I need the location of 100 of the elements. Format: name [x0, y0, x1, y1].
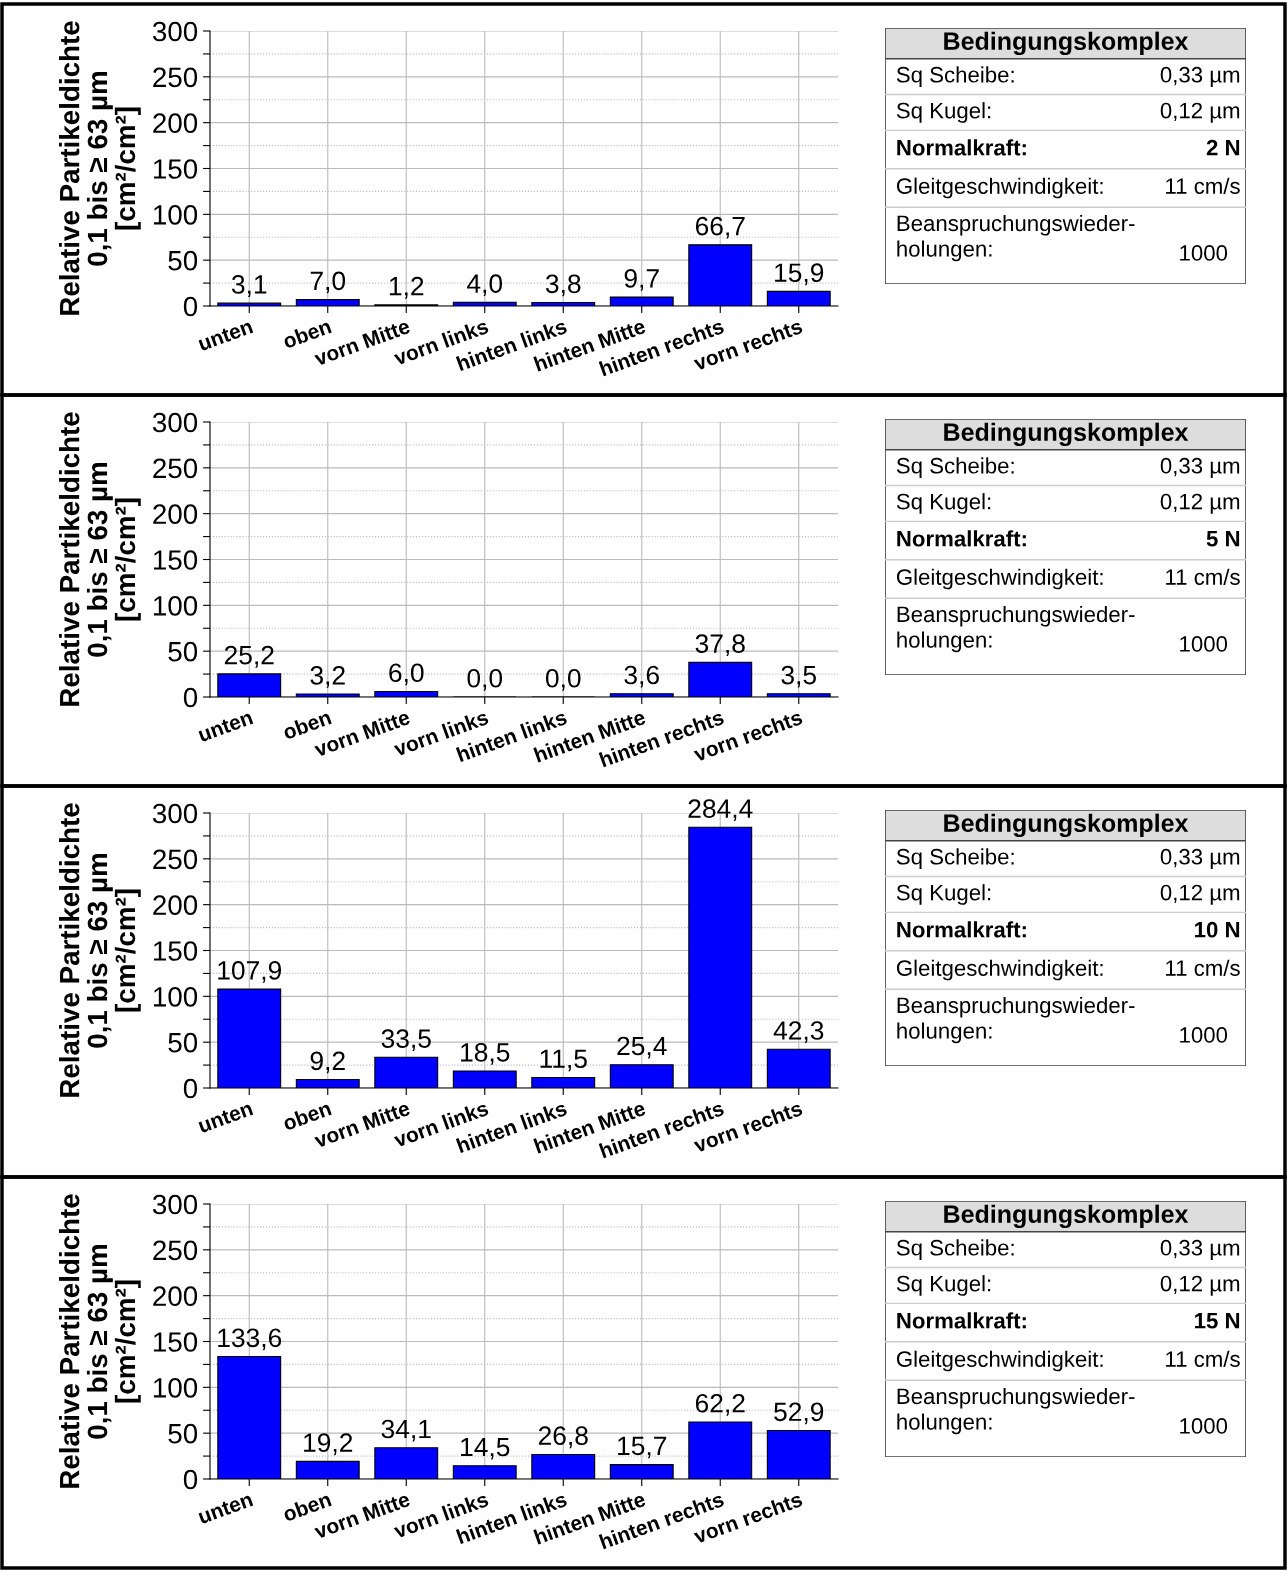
data-label: 4,0 [467, 274, 503, 297]
data-label: 0,0 [467, 668, 503, 691]
data-label: 66,7 [695, 216, 745, 239]
data-label: 52,9 [774, 1402, 824, 1425]
text: 11 cm/s [1166, 568, 1240, 585]
text: Gleitgeschwindigkeit: [896, 177, 1103, 199]
text: Sq Scheibe: [896, 66, 1014, 87]
data-label: 42,3 [773, 1021, 824, 1043]
data-label: 284,4 [688, 799, 753, 822]
y-tick-label: 100 [153, 987, 198, 1007]
data-label: 25,2 [224, 645, 274, 668]
data-label: 19,2 [304, 1433, 353, 1456]
text: 0,33 µm [1160, 848, 1240, 869]
text: 2 N [1206, 139, 1240, 156]
data-label: 18,5 [461, 1042, 510, 1065]
data-label: 3,8 [545, 274, 581, 297]
data-label: 0,0 [545, 668, 581, 691]
data-label: 62,2 [695, 1393, 745, 1416]
y-tick-label: 250 [153, 67, 198, 88]
text: Sq Scheibe: [896, 848, 1014, 869]
data-label: 34,1 [381, 1419, 431, 1442]
text: 0,12 µm [1160, 493, 1240, 514]
text: Sq Scheibe: [896, 1239, 1014, 1260]
text: Beanspruchungswieder- holungen: [897, 1387, 1135, 1435]
y-tick-label: 150 [153, 941, 198, 961]
y-tick-label: 150 [153, 550, 198, 570]
text: 15 N [1195, 1313, 1240, 1329]
text: Normalkraft: [897, 1312, 1026, 1329]
data-label: 3,5 [781, 665, 816, 688]
text: Bedingungskomplex [944, 422, 1189, 447]
y-tick-label: 250 [153, 849, 198, 870]
data-label: 33,5 [381, 1029, 431, 1052]
y-tick-label: 300 [152, 803, 198, 824]
data-label: 37,8 [695, 634, 745, 657]
y-axis-title: Relative Partikeldichte 0,1 bis ≥ 63 µm [cm²/cm²] [59, 21, 141, 315]
text: 1000 [1180, 1027, 1228, 1043]
y-tick-label: 250 [153, 458, 198, 479]
data-label: 133,6 [218, 1328, 282, 1351]
y-tick-label: 50 [168, 250, 198, 271]
text: Gleitgeschwindigkeit: [896, 959, 1103, 981]
y-tick-label: 200 [153, 504, 198, 525]
data-label: 3,1 [231, 275, 267, 297]
y-tick-label: 0 [183, 296, 198, 317]
y-tick-label: 100 [153, 205, 198, 225]
text: 0,12 µm [1160, 884, 1240, 905]
data-label: 107,9 [218, 961, 282, 983]
text: Beanspruchungswieder- holungen: [897, 214, 1135, 262]
text: Normalkraft: [897, 921, 1026, 938]
text: 0,33 µm [1160, 66, 1240, 87]
text: Normalkraft: [897, 139, 1026, 156]
text: Beanspruchungswieder- holungen: [897, 605, 1135, 653]
data-label: 26,8 [538, 1426, 588, 1449]
text: 0,12 µm [1160, 1275, 1240, 1296]
y-tick-label: 0 [183, 1078, 198, 1099]
text: Beanspruchungswieder- holungen: [897, 996, 1135, 1044]
text: 11 cm/s [1166, 959, 1240, 976]
text: Sq Scheibe: [896, 457, 1014, 478]
data-label: 9,2 [310, 1051, 345, 1074]
y-tick-label: 100 [153, 1378, 198, 1398]
x-tick-label: unten [197, 1492, 254, 1525]
text: Gleitgeschwindigkeit: [896, 568, 1103, 590]
y-tick-label: 150 [153, 159, 198, 179]
data-label: 6,0 [389, 663, 424, 686]
data-label: 1,2 [389, 276, 424, 299]
text: 11 cm/s [1166, 1350, 1240, 1367]
y-tick-label: 300 [152, 412, 198, 433]
y-tick-label: 200 [153, 113, 198, 134]
text: 0,33 µm [1160, 1239, 1240, 1260]
x-tick-label: unten [197, 319, 254, 352]
text: 1000 [1180, 245, 1228, 261]
data-label: 3,2 [310, 666, 345, 688]
text: Sq Kugel: [896, 1275, 991, 1296]
text: 0,33 µm [1160, 457, 1240, 478]
text: 5 N [1206, 531, 1240, 547]
text: 1000 [1180, 1418, 1228, 1434]
data-label: 15,7 [618, 1436, 667, 1459]
data-label: 15,9 [775, 263, 824, 286]
data-label: 3,6 [624, 665, 659, 688]
x-tick-label: unten [197, 710, 254, 743]
text: 0,12 µm [1160, 102, 1240, 123]
text: 11 cm/s [1166, 177, 1240, 194]
y-tick-label: 0 [183, 1469, 198, 1490]
y-axis-title: Relative Partikeldichte 0,1 bis ≥ 63 µm [cm²/cm²] [59, 1194, 141, 1488]
y-axis-title: Relative Partikeldichte 0,1 bis ≥ 63 µm [cm²/cm²] [59, 803, 141, 1097]
y-tick-label: 50 [168, 1032, 198, 1053]
text: Sq Kugel: [896, 102, 991, 123]
text: Bedingungskomplex [944, 813, 1189, 838]
y-tick-label: 50 [168, 1423, 198, 1444]
y-tick-label: 0 [183, 687, 198, 708]
text: Normalkraft: [897, 530, 1026, 547]
y-tick-label: 300 [152, 21, 198, 42]
y-tick-label: 150 [153, 1332, 198, 1352]
y-tick-label: 250 [153, 1240, 198, 1261]
text: Sq Kugel: [896, 884, 991, 905]
data-label: 11,5 [540, 1049, 587, 1072]
text: 10 N [1195, 921, 1240, 938]
data-label: 14,5 [461, 1437, 510, 1460]
y-tick-label: 100 [153, 596, 198, 616]
y-tick-label: 200 [153, 895, 198, 916]
x-tick-label: unten [197, 1101, 254, 1134]
